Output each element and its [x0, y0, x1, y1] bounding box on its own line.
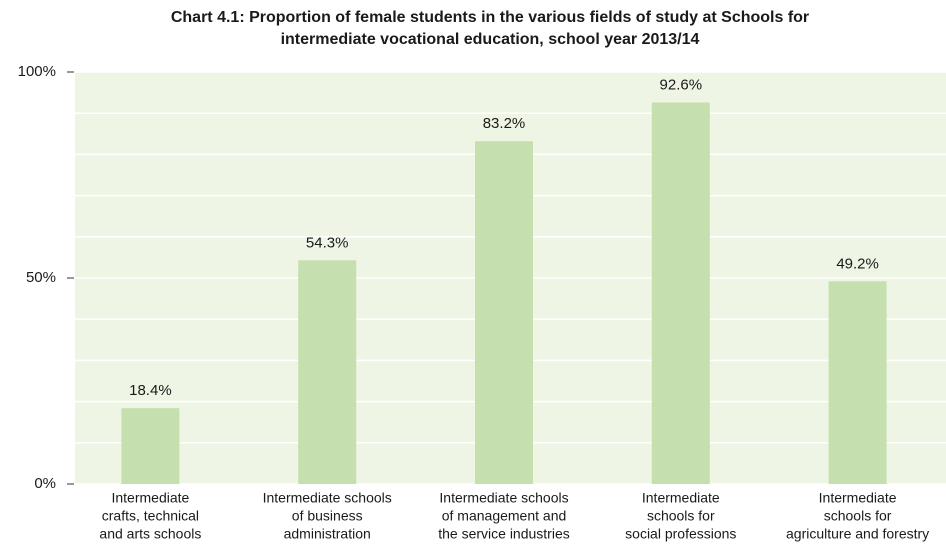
- value-label: 49.2%: [836, 255, 879, 272]
- x-tick-label: crafts, technical: [102, 508, 199, 524]
- x-tick-label: Intermediate schools: [439, 490, 568, 506]
- y-tick-label: 50%: [26, 269, 56, 286]
- chart-title: Chart 4.1: Proportion of female students…: [171, 9, 809, 26]
- x-tick-label: of management and: [442, 508, 567, 524]
- x-tick-label: agriculture and forestry: [786, 526, 929, 542]
- bar: [298, 260, 357, 484]
- y-tick-label: 0%: [34, 475, 56, 492]
- bar: [828, 281, 887, 484]
- value-label: 83.2%: [483, 115, 526, 132]
- x-tick-label: schools for: [647, 508, 715, 524]
- bar: [121, 408, 180, 484]
- value-label: 18.4%: [129, 382, 172, 399]
- chart-title: intermediate vocational education, schoo…: [281, 31, 700, 48]
- bar: [475, 141, 533, 484]
- x-tick-label: Intermediate: [642, 490, 720, 506]
- value-label: 54.3%: [306, 234, 349, 251]
- x-tick-label: schools for: [824, 508, 892, 524]
- y-tick-label: 100%: [18, 63, 56, 80]
- bar: [651, 102, 710, 484]
- x-tick-label: the service industries: [438, 526, 570, 542]
- x-tick-label: administration: [284, 526, 371, 542]
- x-tick-label: Intermediate: [819, 490, 897, 506]
- value-label: 92.6%: [660, 76, 703, 93]
- x-tick-label: Intermediate schools: [263, 490, 392, 506]
- x-tick-label: and arts schools: [99, 526, 201, 542]
- x-tick-label: social professions: [625, 526, 736, 542]
- x-tick-label: of business: [292, 508, 363, 524]
- x-tick-label: Intermediate: [111, 490, 189, 506]
